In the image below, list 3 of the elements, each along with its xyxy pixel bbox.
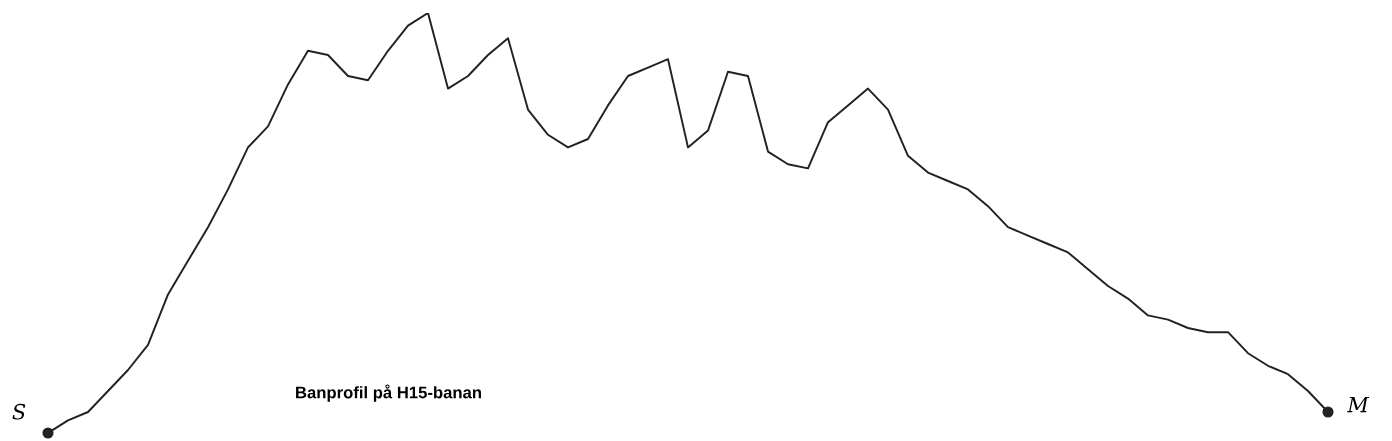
text: M xyxy=(1347,397,1370,413)
text: S xyxy=(12,403,26,420)
text: Banprofil på H15-banan xyxy=(296,384,481,402)
